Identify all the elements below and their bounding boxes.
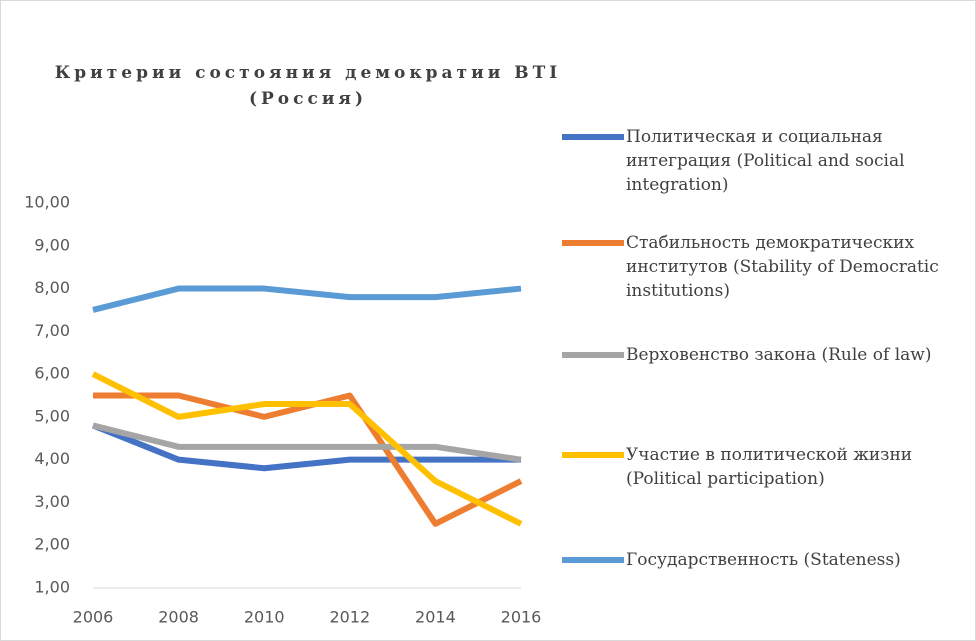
legend-label: Стабильность демократических институтов … — [626, 233, 939, 301]
x-tick-label: 2006 — [73, 608, 114, 627]
y-tick-label: 7,00 — [34, 321, 70, 340]
chart-title: Критерии состояния демократии BTI (Росси… — [54, 63, 562, 109]
y-tick-label: 5,00 — [34, 406, 70, 425]
y-tick-label: 8,00 — [34, 278, 70, 297]
series-line — [91, 371, 523, 527]
series-line — [92, 285, 522, 313]
y-tick-label: 1,00 — [34, 578, 70, 597]
x-tick-label: 2014 — [415, 608, 456, 627]
y-tick-label: 6,00 — [34, 364, 70, 383]
legend-label: Политическая и социальная интеграция (Po… — [626, 127, 905, 195]
y-tick-label: 9,00 — [34, 235, 70, 254]
y-tick-label: 4,00 — [34, 449, 70, 468]
y-tick-label: 10,00 — [24, 193, 70, 212]
series-line — [91, 422, 521, 472]
legend-label: Верховенство закона (Rule of law) — [626, 345, 932, 365]
y-tick-label: 3,00 — [34, 492, 70, 511]
series-line — [92, 422, 522, 463]
x-tick-label: 2010 — [244, 608, 285, 627]
x-tick-label: 2008 — [158, 608, 199, 627]
y-tick-label: 2,00 — [34, 535, 70, 554]
x-tick-label: 2012 — [329, 608, 370, 627]
legend-label: Государственность (Stateness) — [626, 550, 901, 570]
x-tick-label: 2016 — [501, 608, 542, 627]
legend-label: Участие в политической жизни (Political … — [626, 445, 913, 489]
